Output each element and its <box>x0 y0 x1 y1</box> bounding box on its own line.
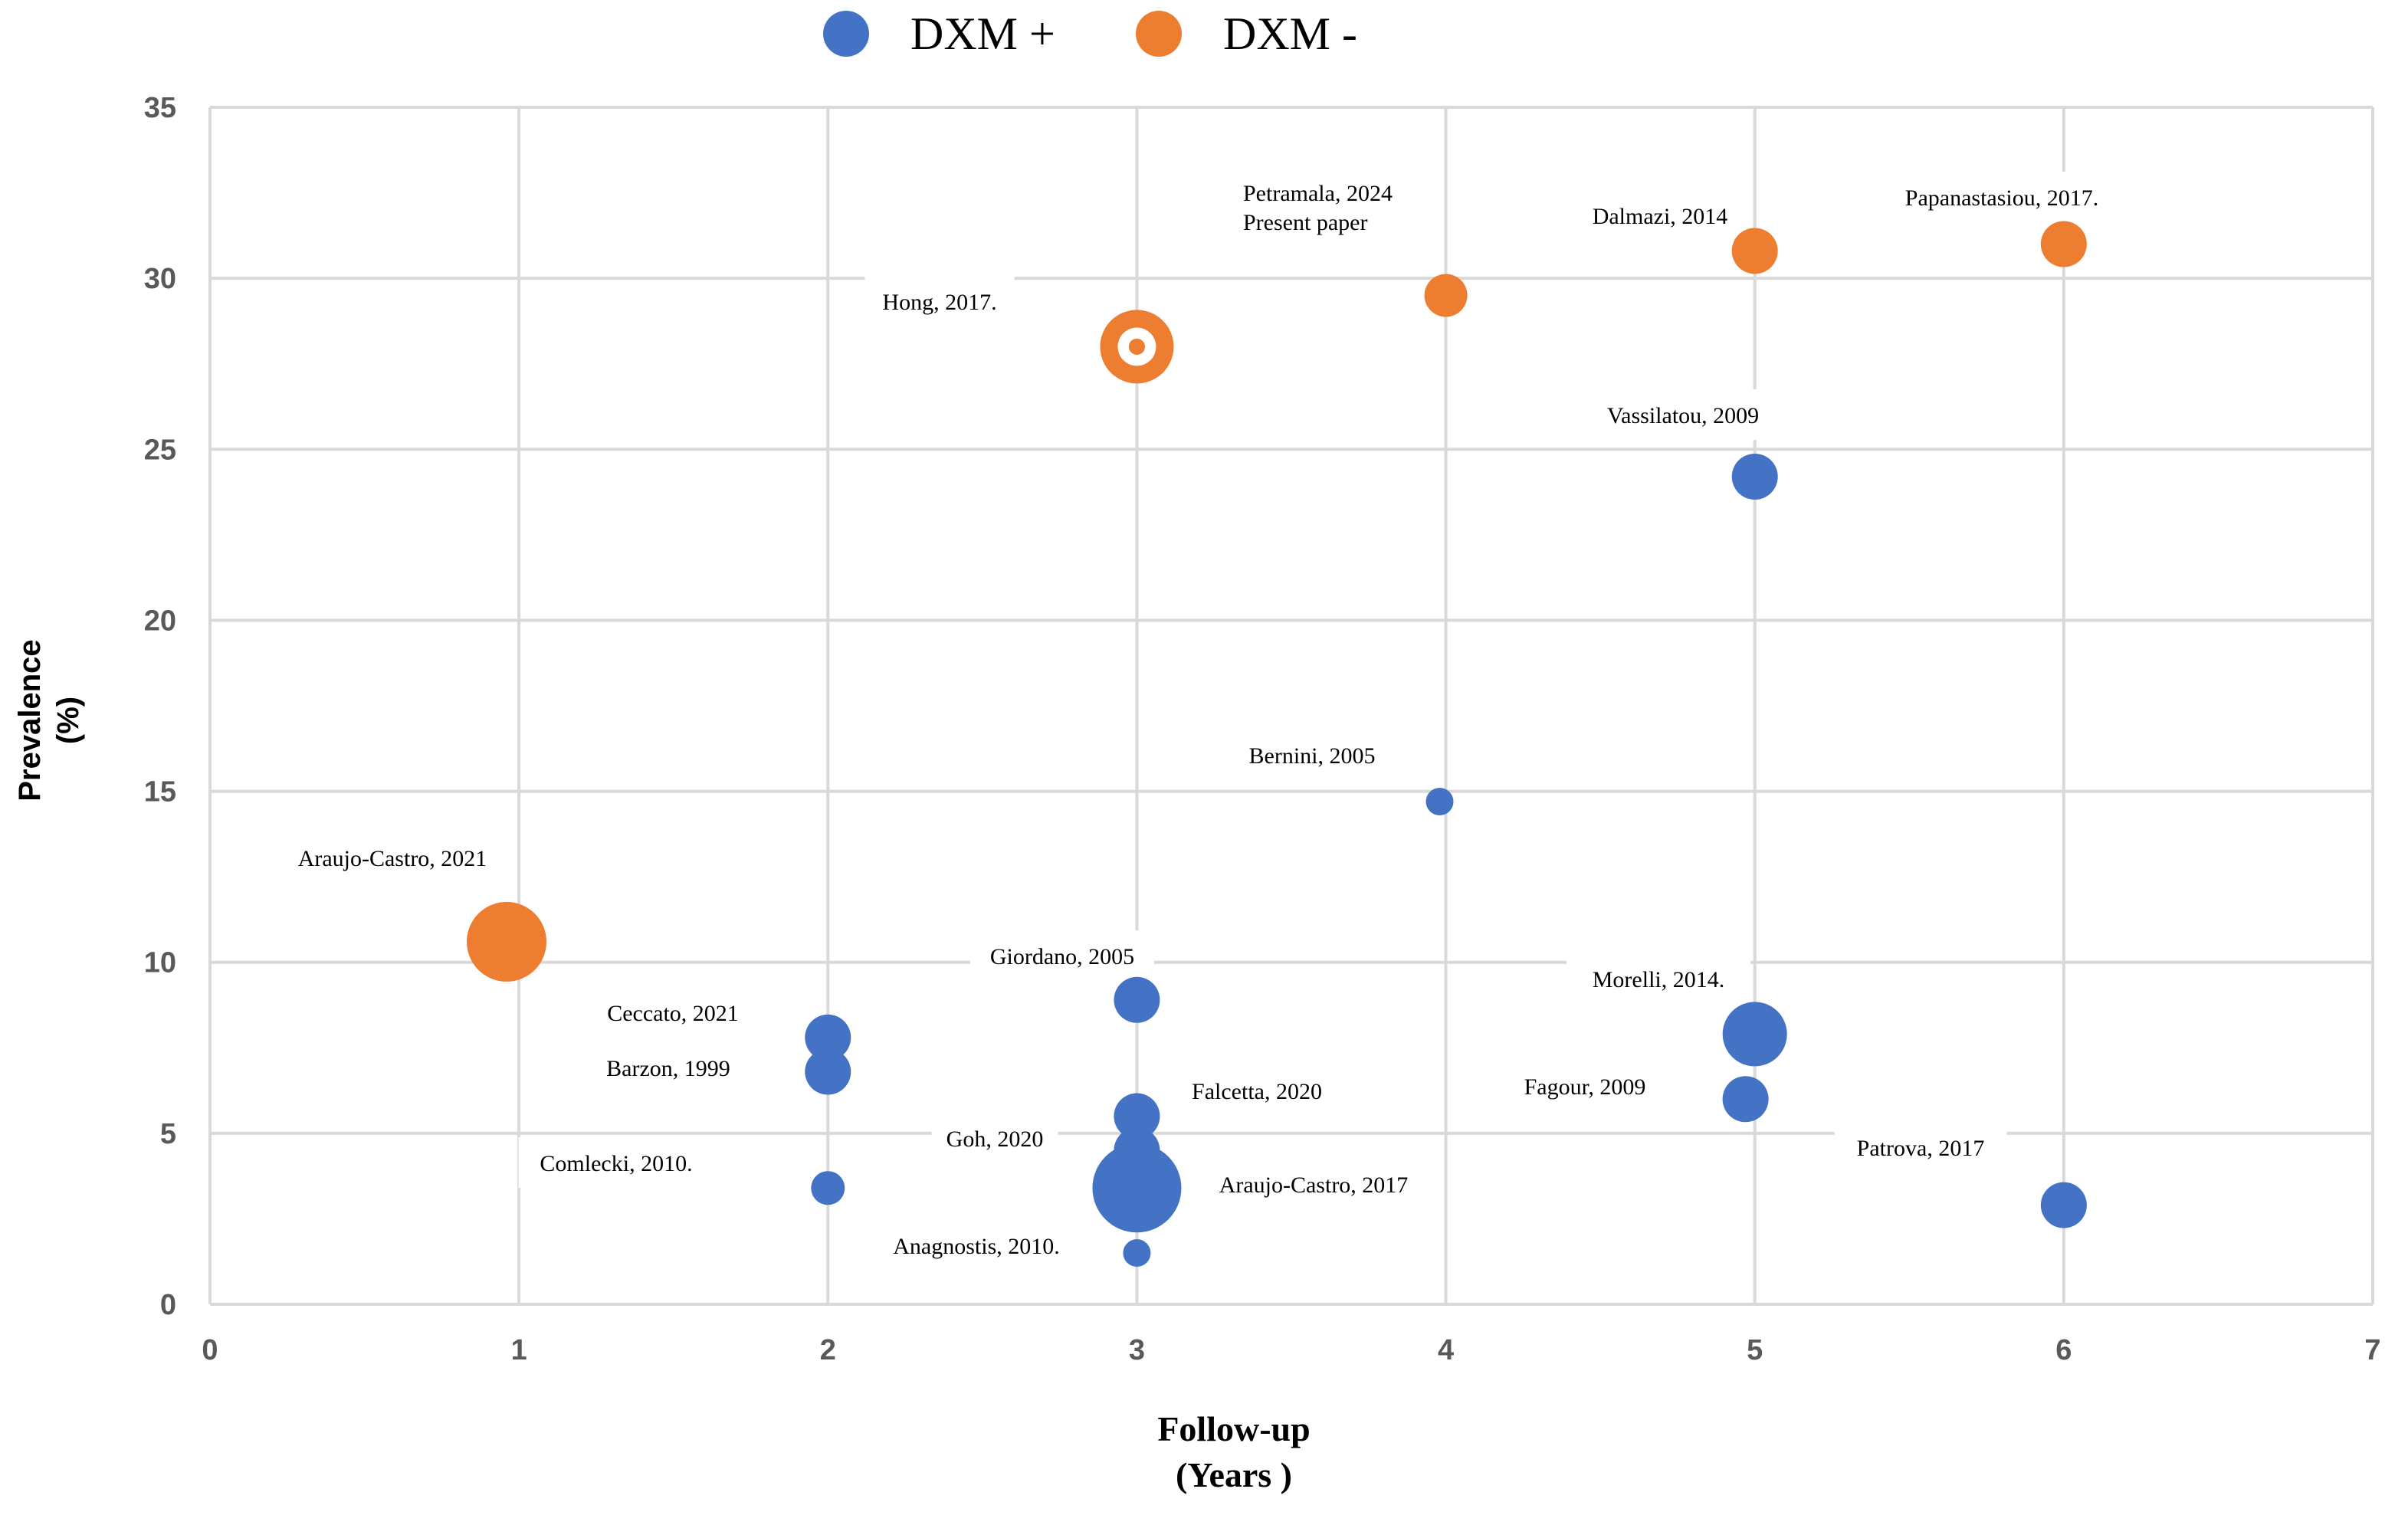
legend-label: DXM - <box>1223 8 1357 59</box>
data-point <box>2040 221 2087 267</box>
label-background <box>1193 1159 1435 1209</box>
data-label: Araujo-Castro, 2017 <box>1219 1172 1409 1198</box>
y-tick-label: 20 <box>144 605 176 637</box>
data-label: Giordano, 2005 <box>990 944 1134 969</box>
data-point <box>1092 1143 1182 1233</box>
gridlines <box>208 106 2374 1306</box>
label-background <box>970 930 1154 981</box>
x-tick-label: 2 <box>820 1334 836 1366</box>
data-point <box>1722 1002 1787 1067</box>
data-point <box>1114 976 1160 1023</box>
label-background <box>1504 1061 1665 1111</box>
label-background <box>1567 953 1750 1004</box>
x-tick-label: 6 <box>2055 1334 2072 1366</box>
data-label: Fagour, 2009 <box>1524 1074 1646 1100</box>
label-background <box>1580 389 1786 440</box>
data-point <box>1722 1076 1769 1123</box>
y-tick-label: 10 <box>144 947 176 979</box>
data-point <box>1424 274 1468 317</box>
y-tick-label: 0 <box>160 1289 176 1321</box>
data-point <box>1425 787 1454 815</box>
data-point <box>805 1014 851 1061</box>
x-tick-label: 4 <box>1438 1334 1454 1366</box>
x-tick-label: 0 <box>202 1334 218 1366</box>
label-background <box>518 1137 714 1188</box>
label-background <box>586 987 759 1038</box>
data-labels: Vassilatou, 2009 Bernini, 2005 Giordano, 2… <box>298 181 2099 1259</box>
data-label: Present paper <box>1243 210 1367 235</box>
data-label: Hong, 2017. <box>882 290 996 315</box>
data-label: Araujo-Castro, 2021 <box>298 846 487 871</box>
data-point <box>2040 1182 2087 1228</box>
y-tick-label: 15 <box>144 776 176 808</box>
label-background <box>864 276 1015 326</box>
data-label: Barzon, 1999 <box>606 1056 730 1081</box>
legend: DXM + DXM - <box>823 8 1357 59</box>
legend-marker <box>1136 11 1182 57</box>
tick-labels: 0 1 2 3 4 5 6 7 0 5 10 15 20 25 30 35 <box>144 92 2381 1366</box>
label-background <box>1225 730 1399 780</box>
x-tick-label: 3 <box>1129 1334 1145 1366</box>
y-tick-label: 25 <box>144 434 176 466</box>
data-points <box>467 221 2087 1268</box>
data-label: Bernini, 2005 <box>1249 743 1376 769</box>
legend-label: DXM + <box>910 8 1055 59</box>
label-background <box>1573 190 1747 241</box>
data-label: Ceccato, 2021 <box>607 1001 739 1026</box>
label-background <box>1834 1122 2007 1172</box>
data-point <box>1123 1239 1151 1268</box>
x-tick-label: 1 <box>511 1334 527 1366</box>
label-background <box>1165 1065 1349 1116</box>
data-point <box>1114 1093 1160 1140</box>
data-label: Petramala, 2024 <box>1243 181 1393 206</box>
data-label: Vassilatou, 2009 <box>1607 403 1759 428</box>
data-point-core <box>1128 338 1145 355</box>
label-background <box>588 1042 749 1093</box>
label-background <box>867 1220 1086 1271</box>
data-point <box>1731 228 1778 274</box>
x-tick-label: 7 <box>2364 1334 2380 1366</box>
y-tick-label: 30 <box>144 263 176 295</box>
data-point <box>805 1048 851 1095</box>
y-tick-label: 5 <box>160 1118 176 1150</box>
data-point <box>811 1171 845 1205</box>
data-label: Falcetta, 2020 <box>1192 1079 1322 1104</box>
data-label: Comlecki, 2010. <box>540 1151 692 1176</box>
label-background <box>1231 167 1426 247</box>
label-backgrounds <box>271 167 2128 1271</box>
label-background <box>271 832 513 883</box>
y-axis-title-unit: (%) <box>51 697 85 744</box>
x-tick-label: 5 <box>1747 1334 1763 1366</box>
label-background <box>1875 172 2128 222</box>
y-tick-label: 35 <box>144 92 176 124</box>
data-point <box>467 901 547 982</box>
x-axis-title: Follow-up <box>1157 1409 1310 1448</box>
data-label: Patrova, 2017 <box>1857 1136 1985 1161</box>
x-axis-title-unit: (Years ) <box>1176 1455 1292 1494</box>
y-axis-title: Prevalence <box>13 639 47 801</box>
data-label: Dalmazi, 2014 <box>1593 204 1728 229</box>
data-label: Morelli, 2014. <box>1593 967 1725 992</box>
label-background <box>931 1113 1058 1163</box>
axis-titles: Follow-up (Years ) Prevalence (%) <box>13 639 1311 1494</box>
data-label: Goh, 2020 <box>946 1127 1044 1152</box>
data-point <box>1731 453 1778 500</box>
legend-marker <box>823 11 869 57</box>
data-label: Anagnostis, 2010. <box>893 1234 1060 1259</box>
data-label: Papanastasiou, 2017. <box>1905 185 2098 211</box>
